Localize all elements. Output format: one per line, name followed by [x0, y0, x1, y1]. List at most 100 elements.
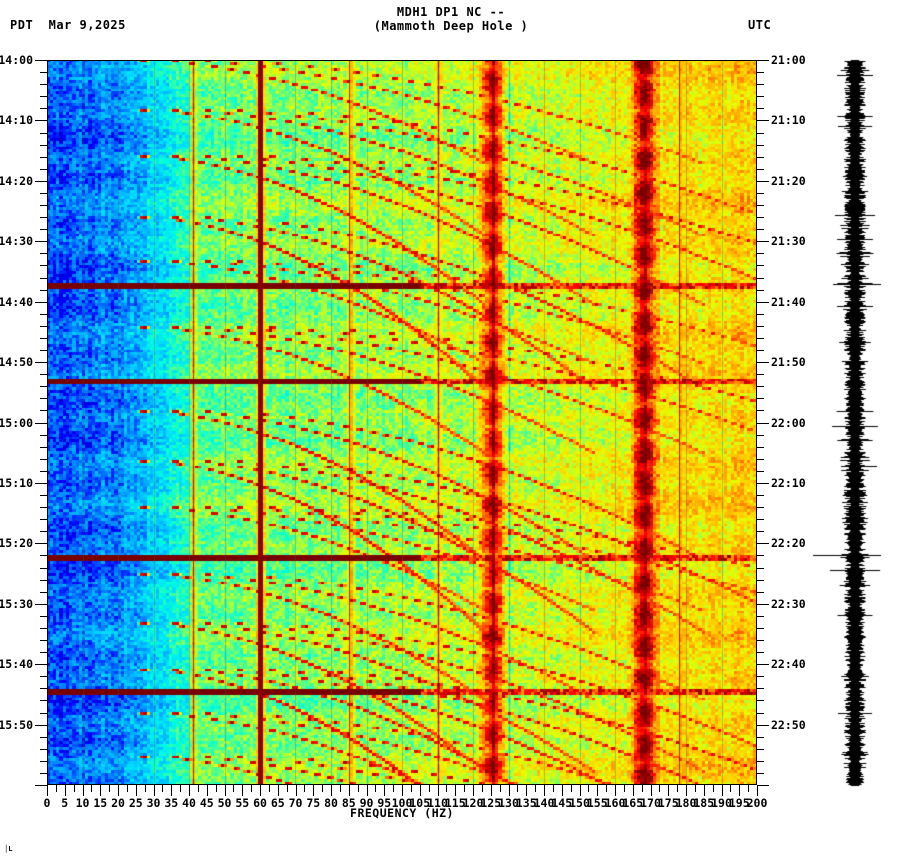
utc-label: 21:00 [771, 53, 806, 67]
freq-tick-major [757, 785, 758, 796]
freq-tick-minor [322, 785, 324, 792]
freq-tick-major [348, 785, 350, 796]
axis-left-pdt: 14:00 14:10 14:20 14:30 14:40 14:50 15:00 15:10… [0, 53, 47, 795]
pdt-tick-minor [40, 712, 47, 714]
pdt-tick-major [35, 785, 47, 786]
utc-tick-minor [757, 531, 764, 533]
pdt-tick-major [35, 482, 47, 484]
freq-tick-major [331, 785, 332, 796]
pdt-tick-major [35, 603, 47, 605]
pdt-tick-minor [40, 374, 47, 376]
pdt-tick-minor [40, 217, 47, 219]
freq-label: 15 [93, 796, 108, 810]
freq-tick-major [508, 785, 510, 796]
pdt-label: 15:20 [0, 536, 33, 551]
freq-tick-major [118, 785, 119, 796]
freq-tick-minor [499, 785, 501, 792]
freq-tick-minor [126, 785, 128, 792]
freq-label: 170 [640, 796, 661, 810]
header-left-timestamp: PDT Mar 9,2025 [10, 18, 126, 32]
freq-tick-major [668, 785, 670, 796]
freq-tick-minor [552, 785, 554, 792]
freq-label: 35 [164, 796, 179, 810]
utc-tick-minor [757, 156, 764, 158]
freq-tick-major [366, 785, 368, 796]
utc-label: 22:50 [771, 717, 806, 732]
pdt-tick-minor [40, 253, 47, 255]
pdt-tick-minor [40, 313, 47, 315]
freq-tick-minor [251, 785, 253, 792]
freq-tick-minor [197, 785, 199, 792]
freq-label: 110 [427, 796, 448, 810]
utc-tick-minor [757, 265, 764, 267]
utc-tick-major [757, 301, 769, 303]
freq-label: 160 [604, 796, 626, 810]
pdt-tick-minor [40, 495, 47, 496]
utc-tick-major [757, 180, 769, 182]
freq-tick-major [597, 785, 599, 796]
utc-tick-major [757, 120, 769, 122]
pdt-label: 14:10 [0, 113, 33, 128]
freq-label: 60 [253, 796, 267, 810]
utc-tick-major [757, 603, 769, 605]
pdt-tick-major [35, 241, 47, 243]
utc-tick-minor [757, 313, 764, 315]
utc-tick-minor [757, 579, 764, 581]
pdt-tick-minor [40, 265, 47, 267]
pdt-label: 15:00 [0, 415, 33, 430]
freq-tick-major [100, 785, 102, 796]
freq-tick-minor [393, 785, 395, 792]
freq-tick-major [171, 785, 173, 796]
freq-tick-major [544, 785, 545, 796]
freq-tick-major [153, 785, 155, 796]
freq-tick-major [721, 785, 723, 796]
utc-tick-minor [757, 591, 764, 593]
pdt-tick-minor [40, 108, 47, 110]
spectrogram-plot[interactable] [47, 60, 757, 785]
freq-label: 190 [711, 796, 732, 810]
freq-label: 0 [43, 796, 51, 810]
freq-label: 200 [746, 796, 768, 810]
freq-label: 25 [128, 796, 143, 810]
freq-tick-major [526, 785, 528, 796]
freq-tick-major [64, 785, 66, 796]
freq-label: 80 [324, 796, 338, 810]
freq-tick-minor [623, 785, 625, 792]
x-axis-label: FREQUENCY (HZ) [350, 806, 454, 820]
freq-tick-minor [162, 785, 164, 792]
freq-label: 175 [657, 796, 679, 810]
utc-tick-major [757, 724, 769, 726]
freq-label: 115 [444, 796, 466, 810]
freq-tick-minor [339, 785, 341, 792]
utc-label: 22:40 [771, 657, 806, 672]
freq-tick-minor [464, 785, 466, 792]
utc-tick-minor [757, 398, 764, 400]
freq-tick-minor [712, 785, 714, 792]
freq-label: 20 [111, 796, 125, 810]
pdt-tick-minor [40, 337, 47, 339]
freq-tick-minor [55, 785, 57, 792]
utc-tick-minor [757, 192, 764, 194]
pdt-tick-minor [40, 350, 47, 351]
utc-tick-minor [757, 84, 764, 86]
utc-tick-minor [757, 108, 764, 110]
pdt-tick-major [35, 120, 47, 122]
freq-label: 40 [182, 796, 196, 810]
utc-tick-major [757, 60, 769, 61]
pdt-tick-minor [40, 132, 47, 134]
utc-tick-minor [757, 555, 764, 557]
pdt-tick-major [35, 180, 47, 182]
freq-label: 55 [235, 796, 250, 810]
pdt-tick-minor [40, 458, 47, 460]
utc-tick-minor [757, 712, 764, 714]
freq-label: 85 [341, 796, 356, 810]
pdt-label: 15:40 [0, 657, 33, 672]
utc-label: 21:40 [771, 294, 806, 309]
freq-tick-major [313, 785, 315, 796]
utc-tick-major [757, 482, 769, 484]
freq-label: 50 [217, 796, 232, 810]
utc-tick-minor [757, 507, 764, 509]
pdt-tick-minor [40, 156, 47, 158]
utc-label: 21:30 [771, 234, 806, 249]
freq-label: 45 [199, 796, 214, 810]
